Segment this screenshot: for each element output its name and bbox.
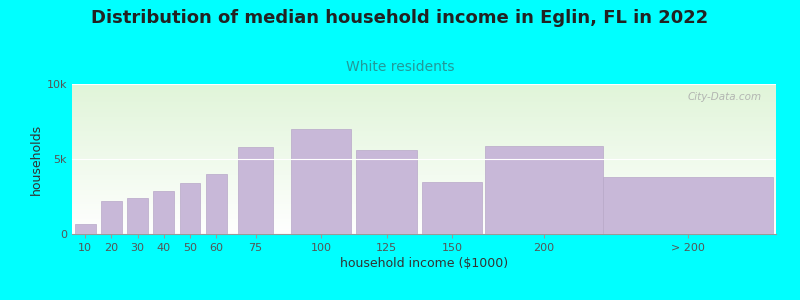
X-axis label: household income ($1000): household income ($1000): [340, 257, 508, 270]
Bar: [422, 182, 482, 234]
Bar: [291, 129, 351, 234]
Text: White residents: White residents: [346, 60, 454, 74]
Text: City-Data.com: City-Data.com: [688, 92, 762, 101]
Bar: [485, 146, 603, 234]
Bar: [74, 224, 95, 234]
Text: Distribution of median household income in Eglin, FL in 2022: Distribution of median household income …: [91, 9, 709, 27]
Bar: [127, 198, 148, 234]
Bar: [357, 150, 417, 234]
Y-axis label: households: households: [30, 123, 42, 195]
Bar: [603, 177, 774, 234]
Bar: [101, 201, 122, 234]
Bar: [238, 147, 273, 234]
Bar: [179, 183, 201, 234]
Bar: [206, 174, 226, 234]
Bar: [154, 190, 174, 234]
